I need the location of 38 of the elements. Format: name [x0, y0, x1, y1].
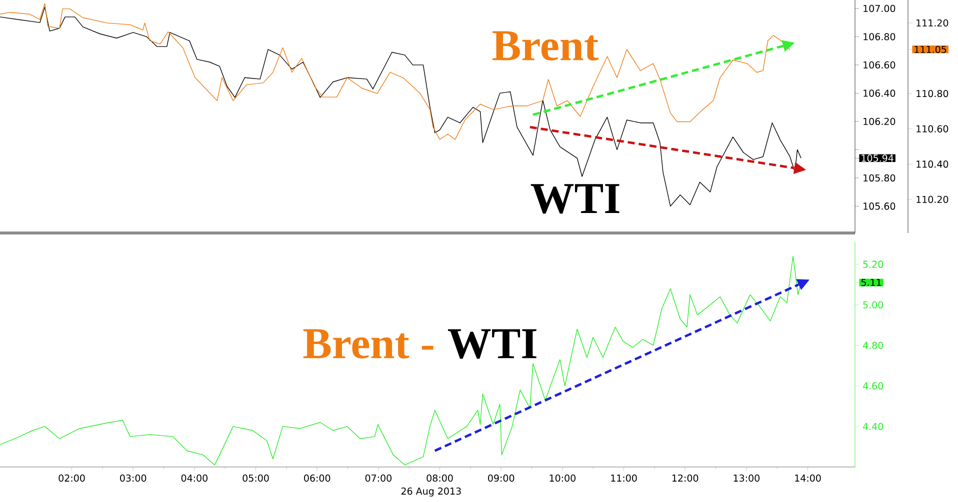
x-tick-label: 05:00	[242, 474, 269, 482]
y2-tick-label: 110.20	[916, 196, 948, 204]
x-tick-label: 08:00	[426, 474, 453, 482]
annotation: Brent -	[303, 329, 434, 359]
y-tick-label: 105.80	[864, 174, 896, 182]
x-tick-label: 13:00	[734, 474, 760, 482]
series-label: WTI	[530, 184, 620, 214]
y2-tick-label: 110.80	[916, 90, 948, 98]
y-tick-label: 5.20	[863, 260, 884, 268]
y-tick-label: 105.60	[864, 202, 896, 210]
x-tick-label: 10:00	[550, 474, 576, 482]
x-tick-label: 14:00	[795, 474, 821, 482]
y2-tick-label: 111.20	[916, 19, 948, 27]
x-tick-label: 03:00	[120, 474, 146, 482]
y-tick-label: 4.40	[863, 422, 884, 430]
y-tick-label: 5.11	[861, 278, 881, 286]
y-tick-label: 4.60	[863, 382, 884, 390]
y-tick-label: 106.60	[864, 61, 896, 69]
x-tick-label: 07:00	[365, 474, 392, 482]
x-axis-title: 26 Aug 2013	[401, 488, 461, 497]
x-tick-label: 11:00	[611, 474, 637, 482]
x-tick-label: 04:00	[181, 474, 208, 482]
x-tick-label: 09:00	[488, 474, 514, 482]
annotation: WTI	[448, 329, 536, 359]
y-tick-label: 106.80	[864, 33, 896, 40]
y2-tick-label: 111.05	[914, 46, 946, 54]
y-tick-label: 107.00	[864, 4, 896, 12]
y-tick-label: 106.40	[864, 90, 896, 97]
y2-tick-label: 110.40	[916, 160, 948, 168]
x-tick-label: 12:00	[672, 474, 698, 482]
y-tick-label: 4.80	[863, 342, 884, 349]
x-tick-label: 02:00	[58, 474, 85, 482]
y2-tick-label: 110.60	[916, 125, 948, 132]
y-tick-label: 106.20	[864, 118, 896, 126]
y-tick-label: 5.00	[863, 301, 884, 308]
y-tick-label: 105.94	[862, 154, 894, 162]
x-tick-label: 06:00	[304, 474, 330, 482]
series-label: Brent	[492, 31, 598, 61]
